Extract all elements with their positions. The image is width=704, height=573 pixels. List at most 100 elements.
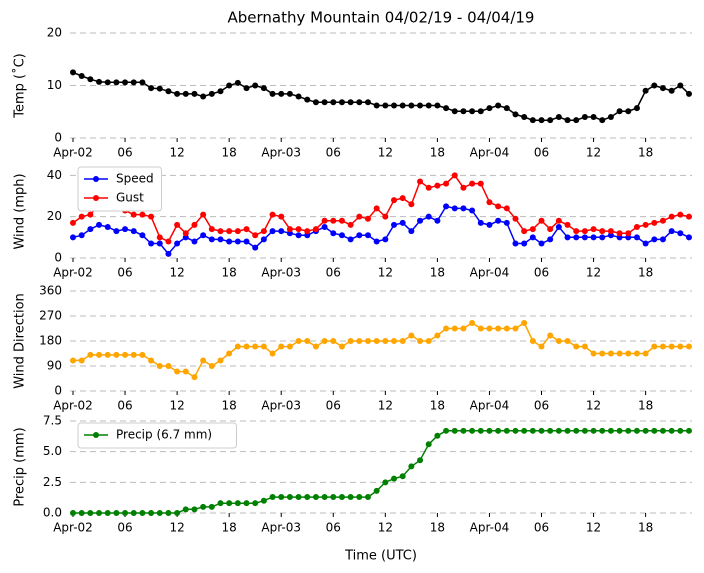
marker xyxy=(503,205,510,212)
legend-box xyxy=(77,422,237,449)
marker xyxy=(642,221,649,228)
marker xyxy=(521,114,528,120)
marker xyxy=(555,217,562,224)
marker xyxy=(399,473,406,480)
marker xyxy=(486,427,493,434)
marker xyxy=(417,457,424,464)
marker xyxy=(174,368,181,375)
x-tick-label: Apr-03 xyxy=(261,521,301,535)
marker xyxy=(226,82,233,89)
marker xyxy=(633,234,640,241)
marker xyxy=(408,228,415,235)
x-tick-label: Apr-03 xyxy=(261,146,301,160)
marker xyxy=(321,217,328,224)
x-tick-label: Apr-04 xyxy=(470,399,510,413)
marker xyxy=(104,510,111,516)
marker xyxy=(260,85,267,92)
marker xyxy=(573,343,580,350)
y-tick-label: 40 xyxy=(47,168,62,182)
marker xyxy=(165,363,172,369)
marker xyxy=(217,500,224,507)
marker xyxy=(633,350,640,357)
x-tick-label: 18 xyxy=(222,146,237,160)
marker xyxy=(234,228,241,235)
marker xyxy=(651,427,658,434)
marker xyxy=(165,88,172,95)
series-line xyxy=(72,174,690,243)
marker xyxy=(659,85,666,92)
y-tick-label: 270 xyxy=(39,309,62,323)
marker xyxy=(182,368,189,375)
marker xyxy=(122,510,129,516)
marker xyxy=(495,325,502,332)
x-axis-label: Time (UTC) xyxy=(344,549,417,564)
marker xyxy=(96,78,103,85)
marker xyxy=(70,357,76,364)
marker xyxy=(330,338,337,344)
marker xyxy=(573,427,580,434)
marker xyxy=(425,102,432,109)
marker xyxy=(391,221,398,228)
marker xyxy=(70,234,76,241)
x-tick-label: 06 xyxy=(326,146,341,160)
y-axis-label: Wind (mph) xyxy=(13,173,28,249)
marker xyxy=(477,108,484,115)
marker xyxy=(590,114,597,120)
marker xyxy=(87,226,94,233)
y-tick-label: 0 xyxy=(54,384,62,398)
marker xyxy=(356,99,363,106)
marker xyxy=(529,427,536,434)
marker xyxy=(451,108,458,115)
marker xyxy=(686,90,692,97)
marker xyxy=(148,510,155,516)
legend-box xyxy=(77,166,162,212)
marker xyxy=(495,102,502,109)
x-tick-label: Apr-03 xyxy=(261,266,301,280)
y-tick-label: 5.0 xyxy=(43,444,62,458)
marker xyxy=(625,234,632,241)
marker xyxy=(191,506,198,513)
marker xyxy=(243,226,250,233)
x-tick-label: 18 xyxy=(222,266,237,280)
marker xyxy=(417,178,424,185)
marker xyxy=(590,350,597,357)
marker xyxy=(243,500,250,507)
marker xyxy=(677,211,684,218)
marker xyxy=(399,338,406,344)
y-tick-label: 360 xyxy=(39,284,62,298)
marker xyxy=(538,240,545,247)
x-tick-label: 18 xyxy=(638,266,653,280)
marker xyxy=(616,230,623,237)
x-tick-label: 12 xyxy=(169,146,184,160)
chart-title: Abernathy Mountain 04/02/19 - 04/04/19 xyxy=(228,9,535,27)
marker xyxy=(260,236,267,243)
marker xyxy=(226,228,233,235)
marker xyxy=(668,228,675,235)
marker xyxy=(668,87,675,94)
marker xyxy=(547,236,554,243)
marker xyxy=(295,226,302,233)
marker xyxy=(573,234,580,241)
marker xyxy=(130,510,137,516)
marker xyxy=(295,494,302,501)
marker xyxy=(590,427,597,434)
marker xyxy=(477,180,484,187)
marker xyxy=(278,213,285,220)
marker xyxy=(174,90,181,97)
marker xyxy=(495,427,502,434)
marker xyxy=(425,441,432,448)
marker xyxy=(226,238,233,245)
marker xyxy=(78,510,85,516)
marker xyxy=(521,240,528,247)
marker xyxy=(191,90,198,97)
marker xyxy=(547,117,554,124)
marker xyxy=(96,221,103,228)
marker xyxy=(78,357,85,364)
marker xyxy=(165,510,172,516)
marker xyxy=(581,427,588,434)
marker xyxy=(417,338,424,344)
marker xyxy=(555,427,562,434)
marker xyxy=(659,343,666,350)
marker xyxy=(87,76,94,83)
marker xyxy=(364,99,371,106)
